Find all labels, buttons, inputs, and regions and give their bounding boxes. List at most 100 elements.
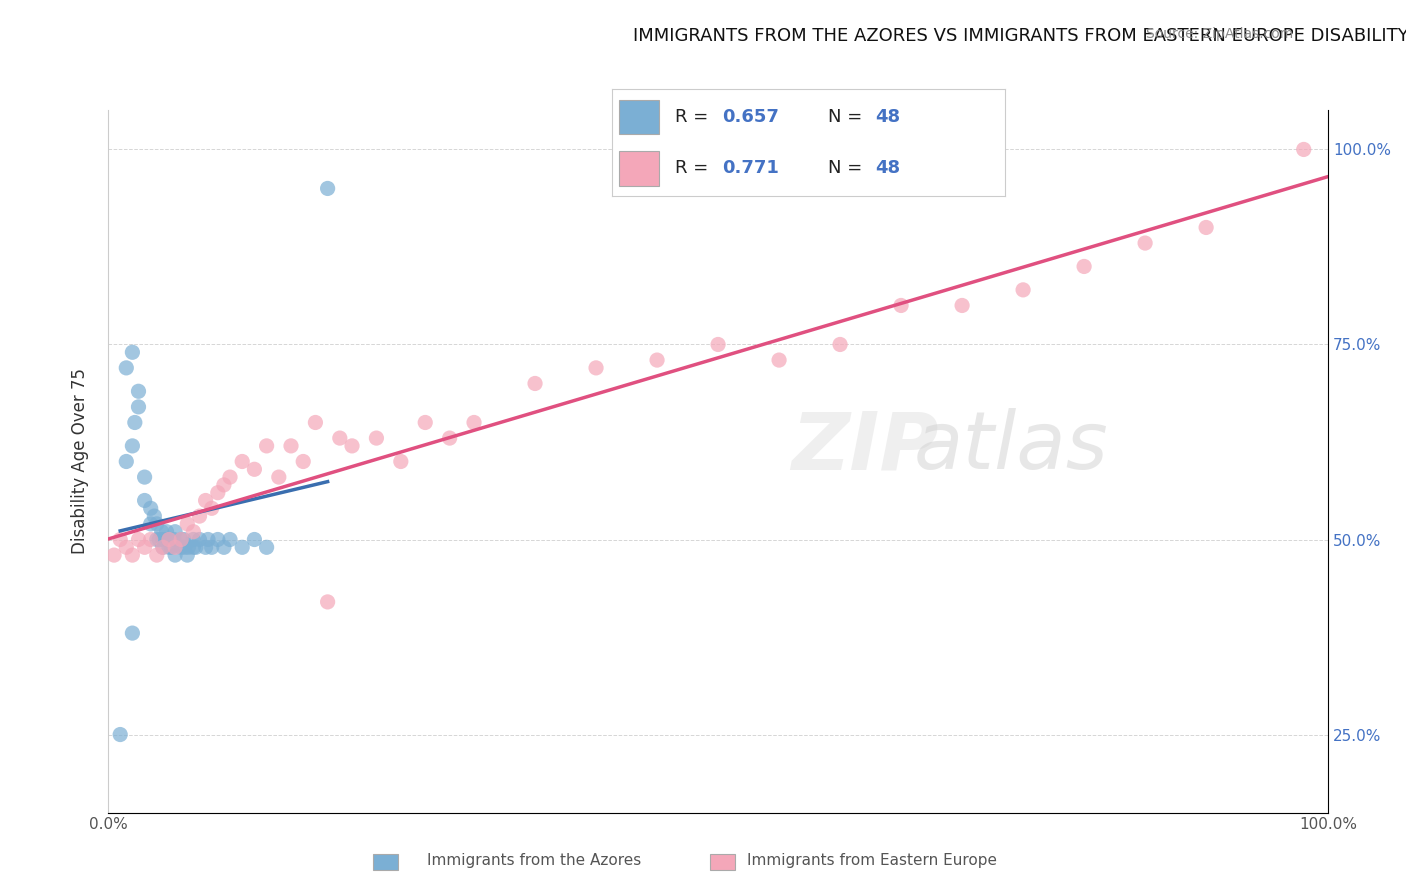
Point [1073, 260, 1095, 274]
Point [219, 470, 242, 484]
Point [768, 353, 790, 368]
Point [267, 470, 290, 484]
Point [201, 501, 224, 516]
FancyBboxPatch shape [620, 152, 659, 186]
Point [176, 516, 198, 531]
Point [146, 548, 169, 562]
Point [188, 509, 211, 524]
Text: N =: N = [828, 108, 868, 126]
Text: 48: 48 [876, 108, 900, 126]
Point [115, 360, 138, 375]
Point [1195, 220, 1218, 235]
Point [173, 541, 195, 555]
Point [173, 533, 195, 547]
Text: Source: ZipAtlas.com: Source: ZipAtlas.com [1146, 27, 1294, 41]
Point [134, 493, 156, 508]
Point [170, 533, 193, 547]
Point [280, 439, 302, 453]
Point [463, 416, 485, 430]
Point [183, 533, 205, 547]
Point [157, 533, 180, 547]
Point [134, 470, 156, 484]
Y-axis label: Disability Age Over 75: Disability Age Over 75 [72, 368, 89, 555]
Point [194, 493, 217, 508]
Point [645, 353, 668, 368]
Point [139, 501, 162, 516]
Point [121, 345, 143, 359]
Point [389, 454, 412, 468]
Point [1012, 283, 1035, 297]
Point [183, 541, 205, 555]
Text: IMMIGRANTS FROM THE AZORES VS IMMIGRANTS FROM EASTERN EUROPE DISABILITY AGE OVER: IMMIGRANTS FROM THE AZORES VS IMMIGRANTS… [633, 27, 1406, 45]
Text: 0.657: 0.657 [721, 108, 779, 126]
Point [304, 416, 326, 430]
Point [165, 548, 187, 562]
Point [139, 533, 162, 547]
Point [256, 541, 278, 555]
Point [950, 298, 973, 312]
Point [1133, 235, 1156, 250]
Text: Immigrants from the Azores: Immigrants from the Azores [427, 854, 641, 868]
Point [157, 533, 180, 547]
Point [150, 524, 173, 539]
Point [231, 454, 253, 468]
Point [115, 541, 138, 555]
Point [413, 416, 436, 430]
Point [1292, 143, 1315, 157]
Text: 0.771: 0.771 [721, 160, 779, 178]
Point [207, 485, 229, 500]
Point [256, 439, 278, 453]
Point [108, 533, 131, 547]
Point [139, 516, 162, 531]
Point [340, 439, 363, 453]
Point [707, 337, 730, 351]
Point [163, 533, 186, 547]
Point [134, 541, 156, 555]
Point [201, 541, 224, 555]
Point [121, 548, 143, 562]
Point [212, 478, 235, 492]
Point [146, 533, 169, 547]
Point [124, 416, 146, 430]
Text: atlas: atlas [914, 409, 1108, 486]
Point [143, 509, 166, 524]
Point [243, 533, 266, 547]
Point [439, 431, 461, 445]
Point [103, 548, 125, 562]
Point [165, 524, 187, 539]
Point [243, 462, 266, 476]
Point [316, 181, 339, 195]
Point [160, 541, 183, 555]
Point [292, 454, 315, 468]
Point [177, 541, 200, 555]
Point [155, 533, 177, 547]
Point [121, 626, 143, 640]
Point [183, 524, 205, 539]
Point [366, 431, 388, 445]
Text: R =: R = [675, 160, 714, 178]
Point [176, 548, 198, 562]
Point [152, 541, 174, 555]
Point [231, 541, 253, 555]
Text: N =: N = [828, 160, 868, 178]
Text: R =: R = [675, 108, 714, 126]
Point [188, 533, 211, 547]
Point [890, 298, 912, 312]
Point [194, 541, 217, 555]
Point [128, 533, 150, 547]
FancyBboxPatch shape [620, 100, 659, 134]
Point [197, 533, 219, 547]
Point [157, 541, 180, 555]
Point [524, 376, 547, 391]
Point [170, 533, 193, 547]
Point [155, 524, 177, 539]
Point [128, 400, 150, 414]
Point [152, 533, 174, 547]
Point [828, 337, 851, 351]
Point [329, 431, 352, 445]
Point [152, 541, 174, 555]
Point [207, 533, 229, 547]
Point [184, 541, 207, 555]
Point [146, 516, 169, 531]
Point [316, 595, 339, 609]
